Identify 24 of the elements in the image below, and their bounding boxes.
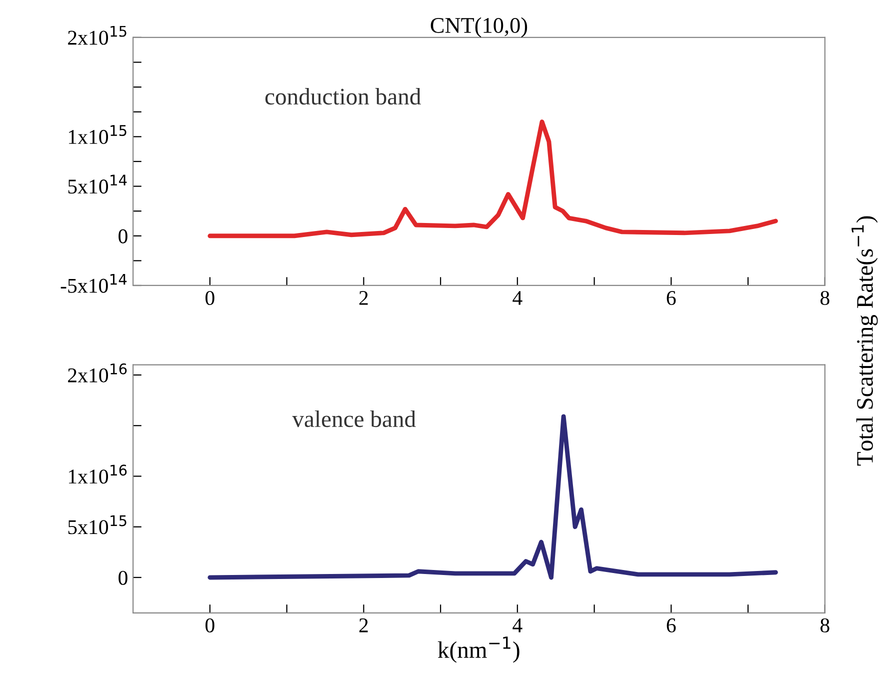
x-tick-label: 0 (206, 618, 214, 632)
annotation: valence band (292, 410, 416, 428)
y-tick-label: -5x10$^{14}$ (60, 274, 127, 293)
y-tick-label: 5x10$^{14}$ (68, 174, 127, 194)
y-tick-label: 2x10$^{16}$ (68, 363, 127, 382)
y-tick-label: 1x10$^{15}$ (68, 125, 126, 144)
annotation: conduction band (265, 88, 421, 105)
x-axis-title: k(nm$^{−1}$) (438, 636, 520, 663)
y-tick-label: 5x10$^{15}$ (68, 515, 126, 534)
x-tick-label: 6 (666, 618, 676, 632)
y-tick-label: 2x10$^{15}$ (68, 26, 126, 45)
chart-title: CNT(10,0) (430, 17, 528, 38)
y-axis-title: Total Scattering Rate(s$^{−1}$) (852, 216, 878, 466)
x-tick-label: 8 (820, 618, 830, 632)
y-tick-label: 0 (118, 229, 128, 244)
x-tick-label: 8 (820, 290, 830, 306)
x-tick-label: 6 (666, 291, 676, 306)
x-tick-label: 0 (206, 290, 214, 306)
x-tick-label: 2 (359, 618, 368, 632)
y-tick-label: 1x10$^{16}$ (68, 464, 127, 484)
y-tick-label: 0 (118, 570, 128, 585)
x-tick-label: 4 (512, 618, 522, 632)
x-tick-label: 4 (512, 291, 522, 305)
x-tick-label: 2 (359, 291, 368, 305)
